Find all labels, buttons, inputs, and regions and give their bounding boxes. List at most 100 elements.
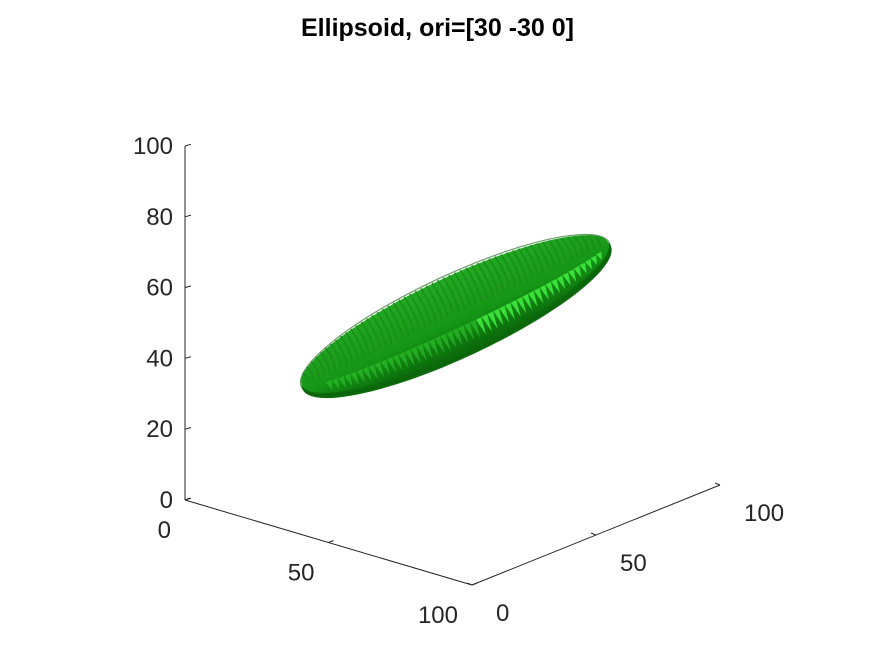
rim-highlight bbox=[551, 278, 560, 293]
z-tick-label: 60 bbox=[146, 275, 173, 302]
rim-highlight bbox=[362, 366, 372, 381]
axes bbox=[184, 146, 721, 586]
voxel-stripe bbox=[392, 302, 410, 336]
rim-highlight bbox=[446, 330, 457, 349]
y-tick-label: 50 bbox=[620, 550, 647, 577]
voxel-stripe bbox=[587, 235, 596, 251]
x-tick-label: 100 bbox=[418, 602, 458, 629]
rim-highlight bbox=[458, 325, 469, 344]
voxel-stripe bbox=[398, 299, 416, 334]
voxel-stripe bbox=[506, 251, 522, 284]
rim-highlight bbox=[332, 377, 340, 389]
x-tick-label: 0 bbox=[158, 517, 171, 544]
voxel-stripe bbox=[387, 305, 404, 339]
z-tick-mark bbox=[184, 356, 192, 359]
voxel-stripe bbox=[403, 296, 421, 331]
rim-highlight bbox=[510, 299, 521, 317]
rim-highlight bbox=[356, 369, 366, 383]
voxel-stripe bbox=[560, 237, 573, 261]
voxel-stripe bbox=[459, 269, 477, 305]
rim-highlight bbox=[410, 346, 421, 364]
rim-highlight bbox=[416, 344, 427, 362]
z-tick-label: 0 bbox=[160, 487, 173, 514]
rim-highlight bbox=[325, 380, 333, 391]
voxel-stripe bbox=[355, 324, 371, 355]
rim-highlight bbox=[350, 371, 359, 385]
voxel-stripe bbox=[453, 272, 472, 307]
voxel-stripe bbox=[302, 372, 309, 385]
voxel-stripe bbox=[488, 258, 506, 292]
voxel-stripe bbox=[536, 242, 551, 271]
chart-title: Ellipsoid, ori=[30 -30 0] bbox=[301, 14, 574, 42]
rim-highlight bbox=[585, 259, 592, 270]
y-tick-label: 100 bbox=[744, 500, 784, 527]
rim-highlight bbox=[392, 354, 403, 371]
y-tick-mark bbox=[714, 482, 721, 486]
voxel-stripe bbox=[482, 260, 500, 294]
z-tick-mark bbox=[184, 143, 192, 147]
rim-highlight bbox=[344, 373, 353, 387]
voxel-stripe bbox=[315, 356, 326, 376]
rim-highlight bbox=[579, 262, 587, 274]
rim-highlight bbox=[481, 314, 492, 332]
voxel-stripe bbox=[436, 279, 455, 315]
voxel-stripe bbox=[365, 318, 382, 350]
x-tick-label: 50 bbox=[288, 560, 315, 587]
rim-highlight bbox=[404, 349, 415, 366]
rim-highlight bbox=[475, 317, 487, 335]
rim-highlight bbox=[368, 364, 378, 379]
rim-highlight bbox=[499, 305, 510, 323]
voxel-stripe bbox=[517, 248, 534, 279]
rim-highlight bbox=[469, 319, 481, 338]
rim-highlight bbox=[398, 351, 409, 369]
tick-marks bbox=[184, 143, 721, 586]
rim-highlight bbox=[556, 275, 566, 290]
voxel-stripe bbox=[371, 314, 388, 347]
rim-highlight bbox=[539, 284, 549, 301]
voxel-stripe bbox=[494, 256, 511, 289]
voxel-stripe bbox=[409, 293, 427, 328]
rim-highlight bbox=[487, 311, 498, 329]
voxel-stripe bbox=[431, 282, 449, 318]
z-tick-mark bbox=[184, 214, 192, 218]
rim-highlight bbox=[568, 269, 577, 282]
voxel-stripe bbox=[500, 253, 517, 287]
z-tick-label: 40 bbox=[146, 345, 173, 372]
voxel-stripe bbox=[381, 308, 399, 342]
rim-highlight bbox=[573, 265, 582, 278]
rim-highlight bbox=[440, 333, 451, 352]
z-tick-mark bbox=[184, 285, 192, 289]
rim-highlight bbox=[590, 255, 597, 265]
rim-highlight bbox=[452, 328, 463, 346]
rim-highlight bbox=[545, 281, 555, 297]
rim-highlight bbox=[528, 291, 538, 307]
rim-highlight bbox=[596, 251, 602, 260]
voxel-stripe bbox=[345, 332, 360, 360]
x-tick-mark bbox=[184, 497, 191, 501]
z-tick-label: 80 bbox=[146, 204, 173, 231]
voxel-stripe bbox=[425, 285, 444, 321]
y-tick-label: 0 bbox=[496, 600, 509, 627]
voxel-stripe bbox=[476, 262, 494, 297]
voxel-stripe bbox=[414, 290, 432, 326]
rim-highlight bbox=[386, 356, 397, 373]
voxel-stripe bbox=[320, 351, 332, 374]
x-tick-mark bbox=[471, 582, 478, 586]
voxel-stripe bbox=[329, 343, 343, 368]
x-tick-mark bbox=[328, 540, 334, 543]
voxel-stripe bbox=[306, 366, 315, 382]
tick-labels: 0 20 40 60 80 100 0 50 100 0 50 100 bbox=[133, 133, 784, 629]
y-tick-mark bbox=[590, 532, 597, 536]
voxel-stripe bbox=[376, 311, 393, 344]
ellipsoid-surface bbox=[299, 233, 612, 399]
z-tick-label: 20 bbox=[146, 416, 173, 443]
voxel-stripe bbox=[442, 277, 461, 313]
voxel-stripe bbox=[523, 246, 539, 276]
rim-highlight bbox=[533, 288, 544, 304]
voxel-stripe bbox=[471, 264, 489, 300]
ellipsoid-body bbox=[301, 235, 609, 393]
ellipsoid-outline bbox=[299, 233, 612, 396]
voxel-stripe bbox=[580, 235, 590, 253]
rim-highlight bbox=[516, 296, 527, 314]
